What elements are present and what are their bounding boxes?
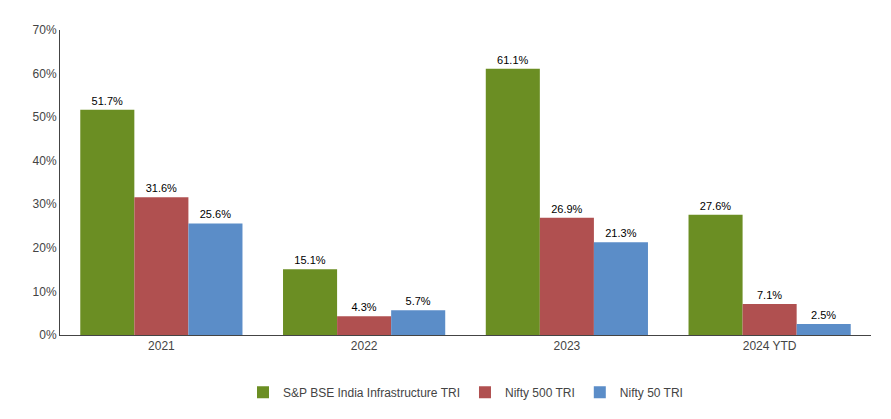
svg-text:10%: 10% — [33, 285, 57, 299]
svg-text:2.5%: 2.5% — [811, 309, 836, 321]
svg-text:25.6%: 25.6% — [200, 208, 231, 220]
svg-text:51.7%: 51.7% — [92, 95, 123, 107]
svg-text:2022: 2022 — [351, 339, 378, 353]
svg-text:S&P BSE India Infrastructure T: S&P BSE India Infrastructure TRI — [283, 386, 460, 400]
svg-text:2024 YTD: 2024 YTD — [743, 339, 797, 353]
svg-text:26.9%: 26.9% — [551, 203, 582, 215]
svg-text:27.6%: 27.6% — [700, 200, 731, 212]
svg-text:20%: 20% — [33, 241, 57, 255]
svg-text:0%: 0% — [39, 328, 57, 342]
svg-text:2021: 2021 — [148, 339, 175, 353]
svg-text:70%: 70% — [33, 23, 57, 37]
svg-text:Nifty 500 TRI: Nifty 500 TRI — [505, 386, 575, 400]
svg-text:4.3%: 4.3% — [351, 301, 376, 313]
svg-text:60%: 60% — [33, 67, 57, 81]
svg-text:Nifty 50 TRI: Nifty 50 TRI — [620, 386, 683, 400]
svg-text:5.7%: 5.7% — [406, 295, 431, 307]
svg-text:30%: 30% — [33, 197, 57, 211]
svg-text:50%: 50% — [33, 110, 57, 124]
svg-text:2023: 2023 — [554, 339, 581, 353]
svg-text:7.1%: 7.1% — [757, 289, 782, 301]
svg-text:15.1%: 15.1% — [294, 254, 325, 266]
svg-text:61.1%: 61.1% — [497, 54, 528, 66]
svg-text:21.3%: 21.3% — [605, 227, 636, 239]
svg-text:31.6%: 31.6% — [146, 182, 177, 194]
svg-text:40%: 40% — [33, 154, 57, 168]
